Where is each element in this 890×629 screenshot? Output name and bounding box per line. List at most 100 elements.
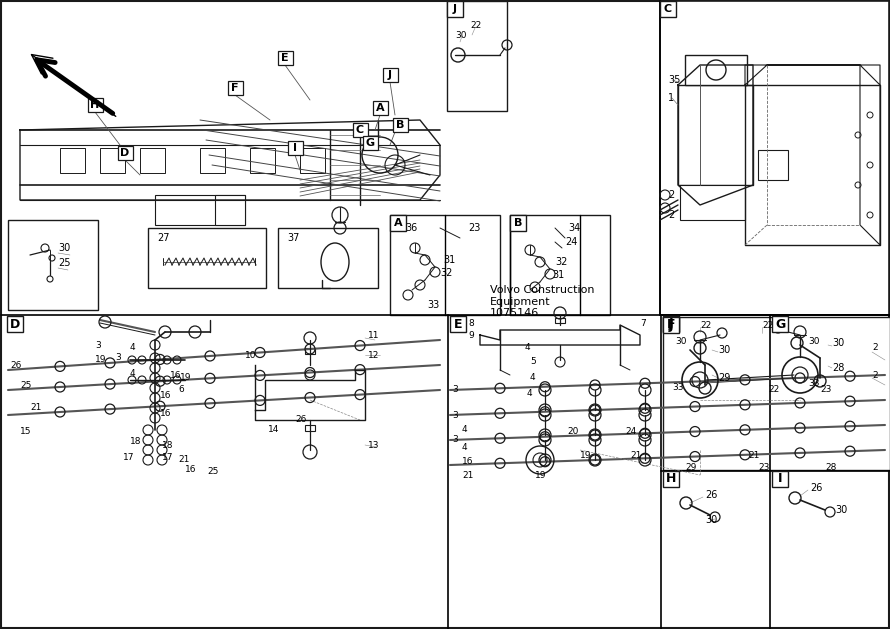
Bar bbox=[663, 471, 679, 487]
Text: 13: 13 bbox=[368, 440, 379, 450]
Text: 4: 4 bbox=[462, 443, 467, 452]
Bar bbox=[660, 1, 676, 17]
Text: 21: 21 bbox=[178, 455, 190, 464]
Bar bbox=[678, 85, 753, 185]
Text: 3: 3 bbox=[452, 411, 457, 420]
Text: 4: 4 bbox=[130, 343, 135, 352]
Bar bbox=[680, 185, 745, 220]
Bar bbox=[685, 55, 747, 85]
Bar bbox=[250, 148, 275, 173]
Text: I: I bbox=[778, 472, 782, 486]
Text: C: C bbox=[356, 125, 364, 135]
Text: 6: 6 bbox=[178, 386, 183, 394]
Text: 24: 24 bbox=[625, 428, 636, 437]
Bar bbox=[663, 316, 679, 332]
Text: 10: 10 bbox=[245, 350, 256, 360]
Text: 8: 8 bbox=[468, 318, 473, 328]
Bar bbox=[510, 215, 610, 315]
Text: 2: 2 bbox=[872, 370, 878, 379]
Bar bbox=[510, 215, 526, 231]
Text: 11: 11 bbox=[368, 330, 379, 340]
Text: G: G bbox=[775, 318, 785, 330]
Text: 25: 25 bbox=[20, 381, 31, 389]
Text: 25: 25 bbox=[207, 467, 218, 477]
Text: J: J bbox=[668, 318, 674, 331]
Text: J: J bbox=[668, 318, 674, 330]
Text: 16: 16 bbox=[462, 457, 473, 467]
Bar bbox=[117, 146, 133, 160]
Text: 32: 32 bbox=[440, 268, 452, 278]
Text: 30: 30 bbox=[718, 345, 731, 355]
Text: 30: 30 bbox=[455, 30, 466, 40]
Text: Volvo Construction
Equipment
1075146: Volvo Construction Equipment 1075146 bbox=[490, 285, 595, 318]
Text: 2: 2 bbox=[872, 343, 878, 352]
Text: D: D bbox=[120, 148, 130, 158]
Text: 26: 26 bbox=[810, 483, 822, 493]
Bar bbox=[447, 1, 507, 111]
Text: 23: 23 bbox=[758, 464, 769, 472]
Text: 21: 21 bbox=[462, 470, 473, 479]
Text: 4: 4 bbox=[130, 369, 135, 377]
Bar bbox=[140, 148, 165, 173]
Text: 26: 26 bbox=[295, 416, 306, 425]
Text: H: H bbox=[91, 100, 100, 110]
Text: D: D bbox=[10, 318, 20, 330]
Bar bbox=[148, 228, 266, 288]
Text: G: G bbox=[366, 138, 375, 148]
Text: 2: 2 bbox=[668, 190, 675, 200]
Text: 28: 28 bbox=[825, 464, 837, 472]
Text: 1: 1 bbox=[668, 93, 674, 103]
Text: 21: 21 bbox=[748, 450, 759, 460]
Text: F: F bbox=[231, 83, 239, 93]
Text: 16: 16 bbox=[185, 465, 197, 474]
Text: 22: 22 bbox=[762, 321, 773, 330]
Text: 33: 33 bbox=[808, 379, 820, 387]
Text: 31: 31 bbox=[552, 270, 564, 280]
Bar bbox=[305, 425, 315, 431]
Bar bbox=[155, 195, 245, 225]
Text: 16: 16 bbox=[160, 408, 172, 418]
Bar bbox=[7, 316, 23, 332]
Text: 30: 30 bbox=[675, 338, 686, 347]
Text: 33: 33 bbox=[427, 300, 440, 310]
Text: 29: 29 bbox=[718, 373, 731, 383]
Text: 23: 23 bbox=[820, 386, 831, 394]
Text: 18: 18 bbox=[130, 438, 142, 447]
Text: 19: 19 bbox=[580, 450, 592, 460]
Text: 29: 29 bbox=[685, 464, 696, 472]
Text: 16: 16 bbox=[170, 370, 182, 379]
Text: 30: 30 bbox=[58, 243, 70, 253]
Text: 22: 22 bbox=[768, 386, 780, 394]
Bar bbox=[373, 101, 387, 115]
Bar bbox=[772, 471, 788, 487]
Bar bbox=[362, 136, 377, 150]
Text: 22: 22 bbox=[700, 321, 711, 330]
Bar bbox=[392, 118, 408, 132]
Text: 9: 9 bbox=[468, 331, 473, 340]
Bar bbox=[278, 228, 378, 288]
Text: E: E bbox=[454, 318, 462, 330]
Text: 16: 16 bbox=[160, 391, 172, 399]
Bar bbox=[758, 150, 788, 180]
Bar bbox=[390, 215, 500, 315]
Bar bbox=[663, 317, 679, 333]
Text: 19: 19 bbox=[95, 355, 107, 364]
Bar bbox=[450, 316, 466, 332]
Text: 5: 5 bbox=[530, 357, 536, 367]
Text: 21: 21 bbox=[30, 403, 41, 413]
Text: 32: 32 bbox=[555, 257, 568, 267]
Text: 30: 30 bbox=[835, 505, 847, 515]
Text: 37: 37 bbox=[287, 233, 299, 243]
Text: 4: 4 bbox=[530, 374, 536, 382]
Bar bbox=[383, 68, 398, 82]
Text: 4: 4 bbox=[462, 425, 467, 435]
Bar bbox=[287, 141, 303, 155]
Text: J: J bbox=[388, 70, 392, 80]
Text: 20: 20 bbox=[567, 428, 579, 437]
Text: 26: 26 bbox=[705, 490, 717, 500]
Text: 3: 3 bbox=[452, 435, 457, 445]
Bar bbox=[300, 148, 325, 173]
Text: 12: 12 bbox=[368, 350, 379, 360]
Text: 30: 30 bbox=[832, 338, 845, 348]
Text: 17: 17 bbox=[162, 454, 174, 462]
